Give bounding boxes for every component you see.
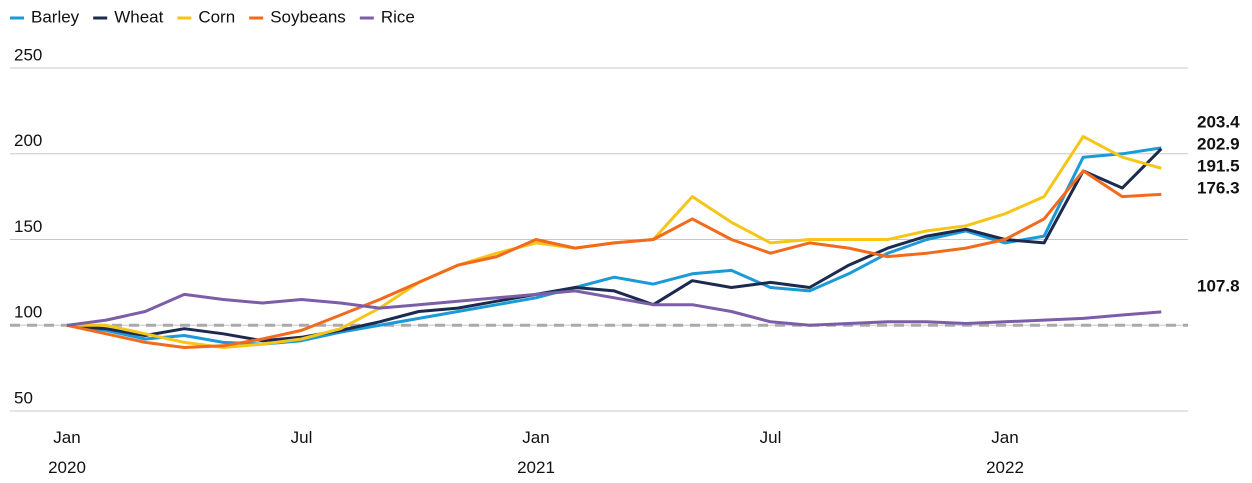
y-tick-label: 250 [14, 45, 42, 64]
end-label: 202.9 [1197, 134, 1240, 153]
x-tick-label: Jan 2022 [986, 428, 1024, 477]
y-tick-label: 50 [14, 388, 33, 407]
chart: 50 100 150 200 250 Barley Wheat Corn Soybeans Ric… [10, 7, 1240, 477]
y-tick-label: 100 [14, 303, 42, 322]
series-line [66, 147, 1163, 343]
end-label: 191.5 [1197, 156, 1240, 175]
series-line [66, 289, 1162, 327]
series-line [66, 146, 1162, 346]
legend-label: Corn [198, 7, 235, 26]
x-tick-label: Jul [290, 428, 313, 447]
y-tick-label: 150 [14, 217, 42, 236]
end-label: 107.8 [1197, 276, 1240, 295]
end-label: 176.3 [1197, 178, 1240, 197]
y-tick-label: 200 [14, 131, 42, 150]
x-tick-label: Jul [759, 428, 782, 447]
legend-label: Barley [31, 7, 80, 26]
end-label: 203.4 [1197, 112, 1240, 131]
legend-label: Soybeans [270, 7, 346, 26]
legend-label: Rice [381, 7, 415, 26]
series-line [66, 169, 1162, 349]
x-tick-label: Jan 2020 [48, 428, 86, 477]
legend-label: Wheat [114, 7, 163, 26]
chart-svg: 50 100 150 200 250 Barley Wheat Corn Soybeans Ric… [10, 7, 1240, 412]
x-tick-label: Jan 2021 [517, 428, 555, 477]
